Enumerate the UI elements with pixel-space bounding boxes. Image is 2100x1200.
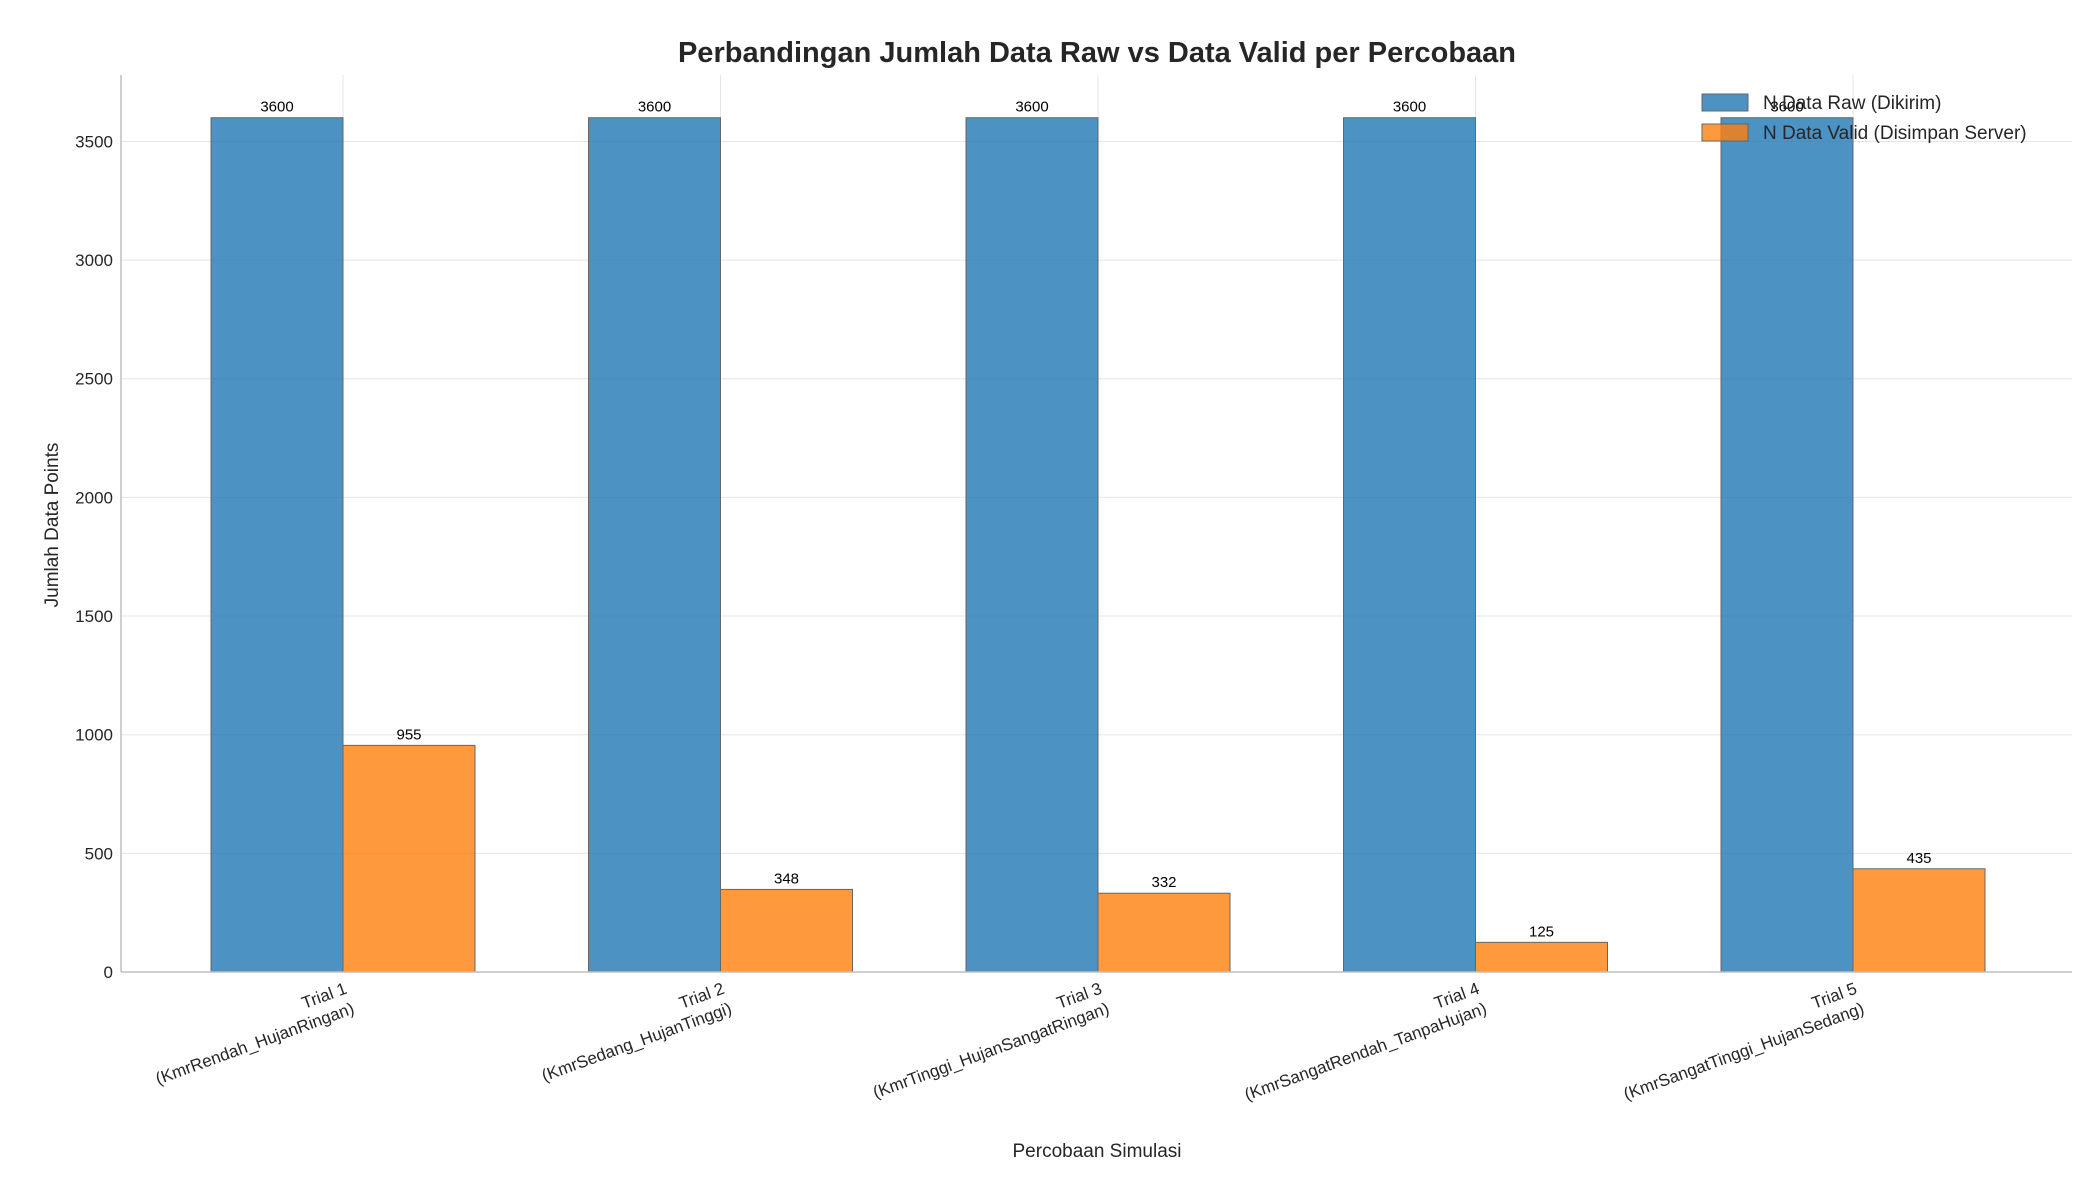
data-label-raw: 3600 [638,99,671,116]
y-tick-label: 3000 [75,251,113,270]
bar-valid [1097,892,1231,973]
y-tick-label: 2500 [75,370,113,389]
legend-entry: N Data Raw (Dikirim) [1763,93,1941,114]
legend: N Data Raw (Dikirim) N Data Valid (Disimp… [1701,93,2027,144]
x-tick-label-line: (KmrSangatRendah_TanpaHujan) [1242,999,1489,1104]
data-label-raw: 3600 [1770,99,1803,116]
data-label-valid: 332 [1151,874,1176,891]
bar-raw [965,117,1099,973]
bar-raw [210,117,344,973]
bars-layer [210,117,1986,973]
x-tick-label: Trial 5(KmrSangatTinggi_HujanSedang) [1614,979,1867,1104]
data-label-raw: 3600 [260,99,293,116]
data-label-raw: 3600 [1393,99,1426,116]
legend-swatch [1701,123,1749,142]
data-label-valid: 955 [396,726,421,743]
data-label-valid: 435 [1906,850,1931,867]
axes-layer [120,75,2072,973]
y-tick-label: 1500 [75,607,113,626]
chart-title: Perbandingan Jumlah Data Raw vs Data Val… [678,37,1516,69]
y-tick-label: 3500 [75,132,113,151]
x-tick-label: Trial 3(KmrTinggi_HujanSangatRingan) [863,979,1111,1102]
x-tick-label-line: (KmrTinggi_HujanSangatRingan) [870,999,1111,1102]
bar-raw [1343,117,1476,973]
y-tick-label: 0 [104,963,113,982]
bar-raw [588,117,721,973]
y-tick-label: 1000 [75,726,113,745]
data-label-valid: 125 [1529,923,1554,940]
x-tick-label: Trial 2(KmrSedang_HujanTinggi) [532,979,734,1085]
x-tick-label-line: (KmrSangatTinggi_HujanSedang) [1621,999,1867,1104]
x-tick-label: Trial 1(KmrRendah_HujanRingan) [146,979,357,1089]
y-tick-label: 2000 [75,488,113,507]
x-tick-label-line: (KmrSedang_HujanTinggi) [539,999,734,1085]
y-axis-label: Jumlah Data Points [42,443,63,608]
bar-valid [1475,941,1608,973]
data-label-raw: 3600 [1015,99,1048,116]
y-tick-label: 500 [85,844,113,863]
x-tick-label: Trial 4(KmrSangatRendah_TanpaHujan) [1235,979,1489,1104]
x-axis-label: Percobaan Simulasi [1013,1141,1182,1162]
x-tick-label-line: (KmrRendah_HujanRingan) [153,999,357,1089]
bar-valid [720,888,853,973]
bar-valid [342,744,476,973]
bar-raw [1720,117,1854,973]
legend-entry: N Data Valid (Disimpan Server) [1763,123,2027,144]
data-label-valid: 348 [774,870,799,887]
bar-valid [1852,868,1986,973]
legend-swatch [1701,93,1749,112]
